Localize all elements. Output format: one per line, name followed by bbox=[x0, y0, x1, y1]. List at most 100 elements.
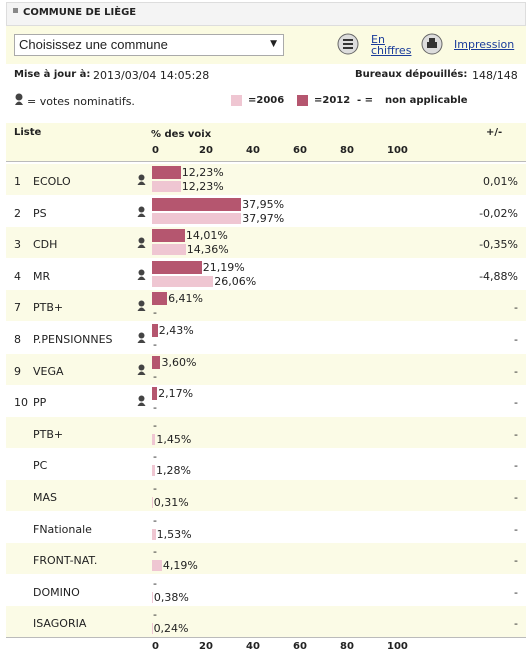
value-label: 14,36% bbox=[186, 243, 229, 257]
nominatif-icon bbox=[15, 93, 23, 105]
nominatif-icon bbox=[137, 269, 146, 280]
result-row: 3 CDH 14,01% 14,36% -0,35% bbox=[6, 227, 526, 259]
value-label: - bbox=[153, 418, 157, 432]
tick-label: 40 bbox=[246, 145, 260, 156]
value-label: - bbox=[153, 576, 157, 590]
link-chiffres[interactable]: En chiffres bbox=[371, 33, 412, 57]
value-label: 26,06% bbox=[214, 274, 257, 288]
bar-p2006 bbox=[152, 591, 153, 603]
value-label: 2,43% bbox=[158, 324, 194, 337]
tick-label: 40 bbox=[246, 641, 260, 652]
result-row: FNationale -1,53% - bbox=[6, 511, 526, 543]
bar-p2006 bbox=[152, 623, 153, 635]
bar-p2006 bbox=[152, 275, 214, 287]
result-row: FRONT-NAT. -4,19% - bbox=[6, 543, 526, 575]
diff: 0,01% bbox=[483, 175, 518, 188]
list-number: 8 bbox=[14, 333, 21, 346]
list-name: ISAGORIA bbox=[33, 617, 87, 631]
bar-p2012 bbox=[152, 387, 158, 401]
list-name: VEGA bbox=[33, 364, 64, 378]
value-label: 1,53% bbox=[156, 527, 192, 541]
legend-nominatif: = votes nominatifs. bbox=[27, 95, 135, 108]
value-label: 2,17% bbox=[158, 387, 194, 401]
list-number: 4 bbox=[14, 269, 21, 283]
diff: -0,02% bbox=[479, 206, 518, 220]
list-name: PTB+ bbox=[33, 301, 64, 315]
list-name: CDH bbox=[33, 238, 58, 252]
commune-select[interactable]: Choisissez une commune ▼ bbox=[14, 34, 284, 56]
bar-p2006 bbox=[152, 528, 156, 540]
legend-2006: =2006 bbox=[248, 95, 285, 106]
list-name: FRONT-NAT. bbox=[33, 554, 98, 568]
bar-p2006 bbox=[152, 181, 181, 192]
col-voix: % des voix bbox=[151, 129, 212, 140]
value-label: - bbox=[153, 369, 157, 383]
tick-label: 20 bbox=[199, 145, 213, 156]
select-text: Choisissez une commune bbox=[19, 37, 168, 52]
nominatif-icon bbox=[137, 300, 146, 312]
nominatif-icon bbox=[137, 364, 146, 375]
update-time: 2013/03/04 14:05:28 bbox=[93, 69, 210, 82]
tick-label: 100 bbox=[387, 641, 408, 652]
list-name: P.PENSIONNES bbox=[33, 333, 113, 346]
list-number: 10 bbox=[14, 396, 28, 410]
tick-label: 60 bbox=[293, 145, 307, 156]
bar-p2012 bbox=[152, 355, 161, 369]
diff: -0,35% bbox=[479, 238, 518, 252]
tick-label: 80 bbox=[340, 145, 354, 156]
value-label: 4,19% bbox=[162, 559, 198, 573]
bar-p2012 bbox=[152, 166, 181, 179]
bar-p2006 bbox=[152, 497, 153, 508]
bar-p2006 bbox=[152, 244, 186, 256]
list-number: 2 bbox=[14, 206, 21, 220]
col-diff: +/- bbox=[486, 127, 503, 138]
tick-label: 0 bbox=[152, 145, 159, 156]
list-name: FNationale bbox=[33, 522, 92, 536]
value-label: 1,45% bbox=[156, 432, 192, 446]
list-number: 1 bbox=[14, 175, 21, 188]
value-label: 37,95% bbox=[242, 197, 285, 211]
diff: - bbox=[514, 459, 518, 473]
value-label: - bbox=[153, 608, 157, 622]
legend-swatch-2006 bbox=[231, 95, 242, 106]
value-label: 12,23% bbox=[181, 180, 224, 193]
bar-p2012 bbox=[152, 229, 185, 243]
tick-label: 0 bbox=[152, 641, 159, 652]
tick-label: 100 bbox=[387, 145, 408, 156]
diff: - bbox=[514, 522, 518, 536]
result-row: PC -1,28% - bbox=[6, 448, 526, 480]
result-row: PTB+ -1,45% - bbox=[6, 416, 526, 448]
value-label: 21,19% bbox=[202, 260, 245, 274]
value-label: - bbox=[153, 338, 157, 351]
result-row: DOMINO -0,38% - bbox=[6, 574, 526, 606]
value-label: 37,97% bbox=[242, 211, 285, 225]
bureaux-value: 148/148 bbox=[472, 69, 518, 82]
dropdown-arrow: ▼ bbox=[270, 39, 277, 49]
value-label: 1,28% bbox=[156, 464, 191, 478]
value-label: - bbox=[153, 450, 157, 464]
value-label: 6,41% bbox=[168, 292, 204, 306]
title: COMMUNE DE LIÈGE bbox=[23, 7, 137, 18]
result-row: 7 PTB+ 6,41% - - bbox=[6, 290, 526, 322]
link-impression[interactable]: Impression bbox=[454, 38, 515, 51]
result-row: 10 PP 2,17% - - bbox=[6, 385, 526, 417]
diff: - bbox=[514, 333, 518, 346]
update-label: Mise à jour à: bbox=[14, 69, 91, 80]
value-label: - bbox=[153, 545, 157, 559]
list-number: 3 bbox=[14, 238, 21, 252]
legend-na: non applicable bbox=[385, 95, 468, 106]
bar-p2012 bbox=[152, 292, 168, 306]
diff: - bbox=[514, 554, 518, 568]
list-name: DOMINO bbox=[33, 585, 80, 599]
bureaux-label: Bureaux dépouillés: bbox=[355, 69, 468, 80]
value-label: 12,23% bbox=[181, 166, 224, 179]
list-name: MR bbox=[33, 269, 51, 283]
bar-p2006 bbox=[152, 212, 242, 224]
nominatif-icon bbox=[137, 332, 146, 343]
value-label: - bbox=[153, 306, 157, 320]
toolbar: Choisissez une commune ▼ En chiffres Imp… bbox=[6, 26, 526, 64]
value-label: - bbox=[153, 401, 157, 415]
bar-p2006 bbox=[152, 560, 162, 572]
bar-p2012 bbox=[152, 197, 242, 211]
diff: - bbox=[514, 585, 518, 599]
